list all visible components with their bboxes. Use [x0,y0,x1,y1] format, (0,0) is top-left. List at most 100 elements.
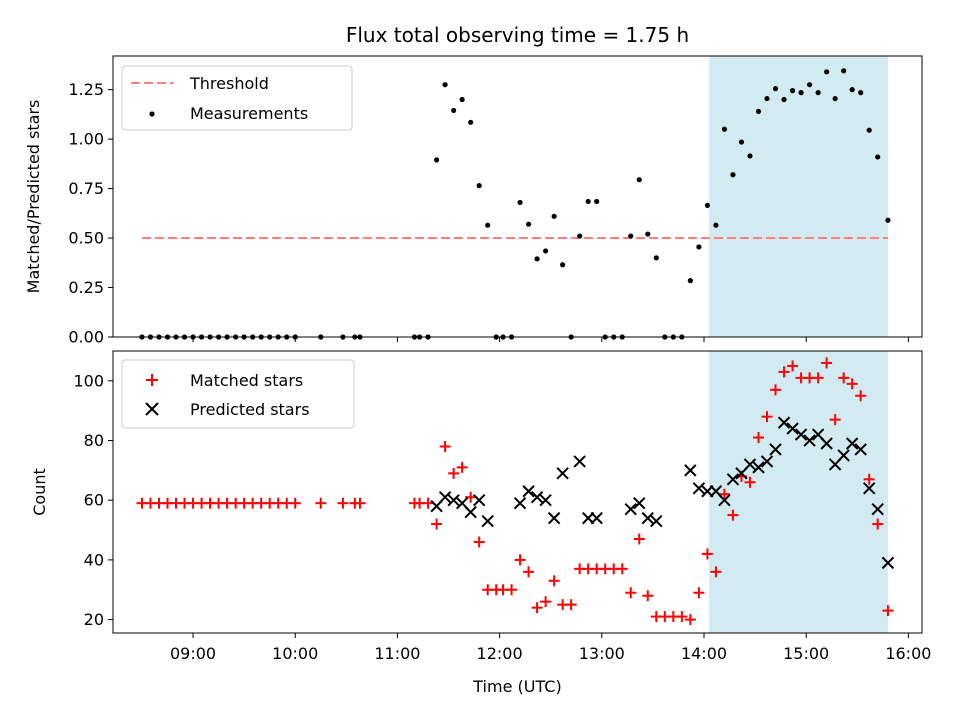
top-panel: 0.00 0.25 0.50 0.75 1.00 1.25 Flux total obse… [24,23,923,347]
measurement-point [704,202,711,209]
predicted-star-marker [718,493,731,507]
matched-star-marker [548,575,560,587]
matched-star-marker [337,497,349,509]
measurement-point [451,107,457,114]
measurement-point [858,90,864,96]
matched-star-marker [829,414,841,426]
matched-star-marker [812,372,824,384]
measurement-point [560,262,566,268]
measurement-point [721,126,728,132]
predicted-star-marker [820,437,833,450]
top-legend: Threshold Measurements [121,65,353,131]
predicted-star-marker [769,443,782,456]
top-y-axis-label: Matched/Predicted stars [24,100,43,294]
predicted-star-marker [794,428,808,441]
measurement-point [764,95,770,102]
predicted-star-marker [573,455,586,468]
matched-star-marker [456,461,468,473]
measurement-point [476,183,482,189]
predicted-star-marker [837,449,850,462]
matched-star-marker [315,497,327,509]
matched-star-marker [422,497,434,509]
measurement-point [824,69,830,75]
measurement-points [139,68,891,340]
matched-star-marker [752,432,764,444]
legend-predicted-label: Predicted stars [190,400,310,419]
predicted-star-marker [777,416,791,429]
measurement-point [832,95,838,102]
top-y-ticks: 0.00 0.25 0.50 0.75 1.00 1.25 [68,80,113,347]
matched-star-marker [787,360,799,372]
bottom-x-tick-label: 10:00 [272,644,318,663]
bottom-x-tick-label: 16:00 [885,644,931,663]
matched-star-marker [710,566,722,578]
measurement-point [781,96,787,103]
measurement-point [543,248,549,254]
predicted-star-marker [513,496,527,510]
top-y-tick-label: 0.00 [68,328,104,347]
legend-threshold-label: Threshold [189,74,269,93]
measurement-point [468,119,474,125]
bottom-shaded-region [709,351,888,633]
measurement-point [875,154,881,160]
top-plot-frame [112,55,923,338]
bottom-x-tick-label: 09:00 [170,644,216,663]
measurement-point [841,68,847,74]
matched-star-marker [693,587,705,599]
legend-matched-label: Matched stars [190,371,303,390]
predicted-star-marker [633,496,646,510]
measurement-point [459,96,465,103]
predicted-star-marker [472,493,486,507]
top-chart-title: Flux total observing time = 1.75 h [346,23,689,47]
measurement-point [815,90,821,96]
measurement-point [806,82,813,88]
measurement-point [485,222,491,228]
bottom-x-tick-label: 12:00 [477,644,523,663]
top-y-tick-label: 1.00 [68,130,104,149]
legend-measurements-swatch [149,111,155,117]
measurement-point [849,87,855,93]
bottom-y-axis-label: Count [30,468,49,516]
legend-matched-swatch [146,374,158,386]
bottom-x-tick-label: 13:00 [579,644,625,663]
legend-measurements-label: Measurements [190,104,308,123]
matched-star-marker [354,497,366,509]
predicted-star-marker [447,493,460,507]
predicted-star-marker [760,455,774,468]
predicted-star-marker [692,482,706,495]
bottom-y-tick-label: 80 [84,431,104,450]
matched-star-marker [565,599,577,611]
matched-star-marker [684,614,696,626]
predicted-star-marker [881,556,895,570]
matched-star-marker [718,488,730,500]
predicted-star-marker [854,443,867,456]
measurement-point [517,199,523,206]
measurement-point [789,88,796,94]
measurement-point [687,278,693,284]
top-y-tick-label: 0.75 [68,179,104,198]
measurement-point [798,90,804,96]
predicted-star-marker [641,511,654,525]
bottom-x-tick-label: 14:00 [681,644,727,663]
matched-star-marker [625,587,637,599]
matched-star-marker [642,590,654,602]
measurement-point [730,172,736,178]
predicted-star-marker [786,422,799,435]
bottom-y-ticks: 20 40 60 80 100 [73,371,113,629]
predicted-star-marker [862,482,876,495]
measurement-point [577,233,583,239]
matched-star-marker [863,473,875,485]
matched-star-marker [289,497,301,509]
matched-star-marker [531,602,543,614]
matched-star-marker [872,518,884,530]
bottom-panel: 20 40 60 80 100 09:00 10:00 11:00 12:00 13:00 14:… [30,350,931,696]
matched-star-marker [676,611,688,623]
predicted-star-marker [803,434,816,447]
bottom-y-tick-label: 100 [73,371,104,390]
matched-star-marker [821,357,833,369]
measurement-point [442,82,448,88]
measurement-point [747,153,753,159]
predicted-stars-points [430,416,895,570]
measurement-point [653,255,659,261]
